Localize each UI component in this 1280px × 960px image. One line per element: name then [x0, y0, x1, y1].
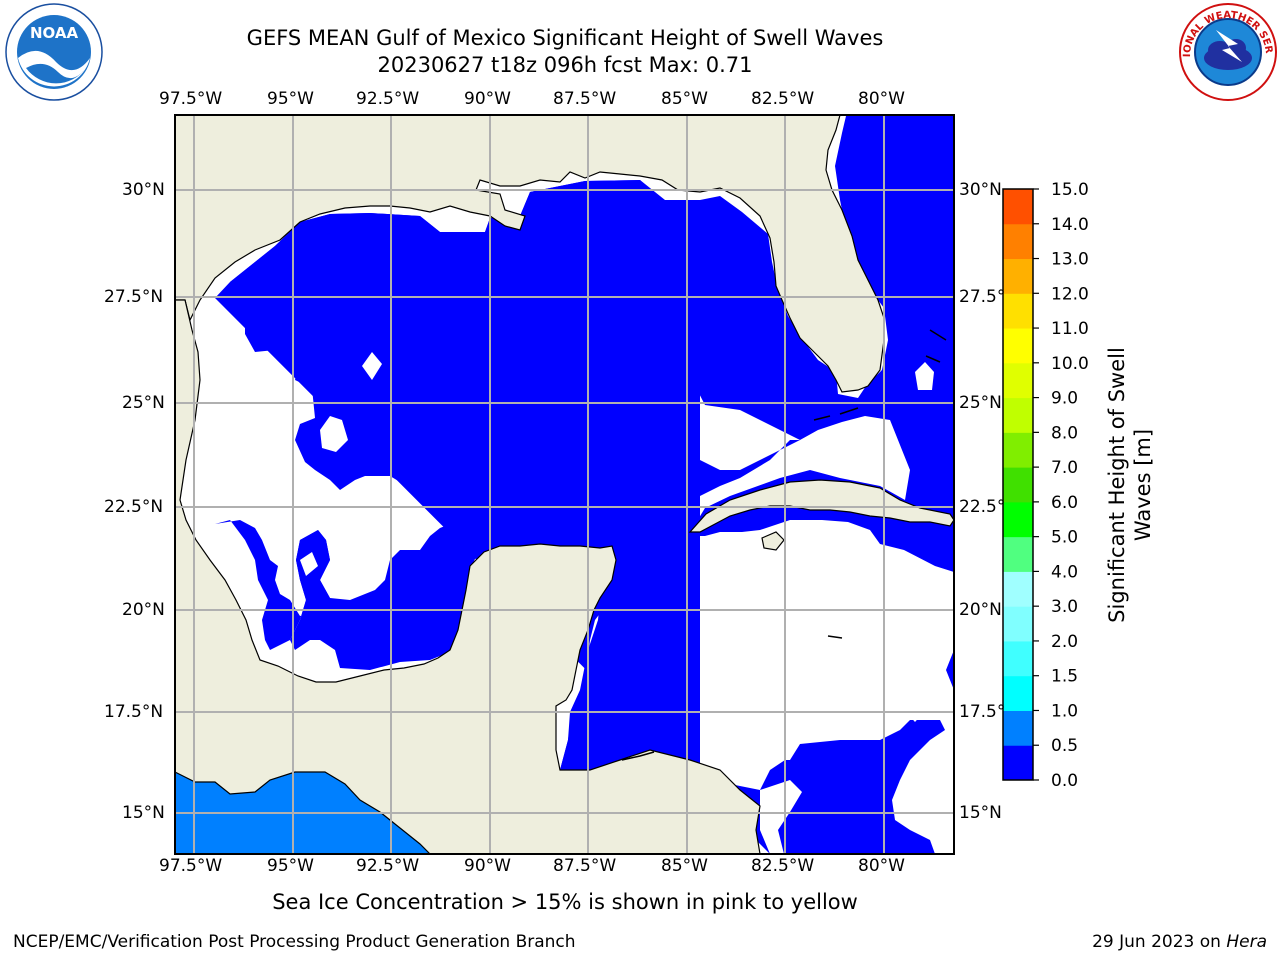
colorbar-tick-label: 11.0 — [1051, 319, 1089, 339]
colorbar-tick-label: 13.0 — [1051, 250, 1089, 270]
lon-label-top: 85°W — [661, 89, 708, 109]
missing-data-hole — [915, 362, 934, 390]
footer-date-text: 29 Jun 2023 on — [1092, 932, 1227, 952]
lat-label-right: 15°N — [959, 803, 1002, 823]
lat-gridlines — [175, 189, 954, 814]
colorbar-frame — [1002, 188, 1034, 781]
colorbar-segment — [1003, 223, 1033, 260]
colorbar-tick-label: 8.0 — [1051, 423, 1078, 443]
colorbar-segment — [1003, 640, 1033, 677]
lon-label-bottom: 97.5°W — [159, 856, 223, 876]
colorbar-tick-label: 0.5 — [1051, 736, 1078, 756]
colorbar-segment — [1003, 293, 1033, 329]
colorbar — [1003, 189, 1033, 781]
colorbar-tick-label: 5.0 — [1051, 528, 1078, 548]
lat-label-left: 17.5°N — [104, 702, 164, 722]
lat-label-left: 20°N — [122, 600, 165, 620]
colorbar-tick-label: 1.5 — [1051, 667, 1078, 687]
lon-label-top: 95°W — [267, 89, 314, 109]
colorbar-tick-label: 14.0 — [1051, 215, 1089, 235]
noaa-logo: NOAA — [5, 3, 103, 101]
lat-label-right: 17.5° — [959, 702, 1006, 722]
lat-label-right: 25°N — [959, 393, 1002, 413]
swell-field-gulf — [230, 180, 700, 770]
lon-label-bottom: 95°W — [267, 856, 314, 876]
lat-label-right: 27.5° — [959, 287, 1006, 307]
lat-label-left: 30°N — [122, 180, 165, 200]
colorbar-segment — [1003, 328, 1033, 364]
lat-label-left: 25°N — [122, 393, 165, 413]
map-title: GEFS MEAN Gulf of Mexico Significant Hei… — [246, 26, 884, 50]
footer-credit: NCEP/EMC/Verification Post Processing Pr… — [13, 932, 576, 952]
land-bahamas — [621, 329, 947, 761]
colorbar-segment — [1003, 397, 1033, 433]
colorbar-tick-label: 2.0 — [1051, 632, 1078, 652]
lon-label-top: 92.5°W — [356, 89, 420, 109]
colorbar-label: Significant Height of Swell Waves [m] — [1105, 347, 1155, 623]
colorbar-tick-label: 1.0 — [1051, 701, 1078, 721]
colorbar-segment — [1003, 710, 1033, 746]
lon-label-bottom: 87.5°W — [553, 856, 617, 876]
colorbar-ticks: 0.0 0.5 1.0 1.5 2.0 3.0 4.0 5.0 6.0 7.0 8.0 9.0 10.0… — [1033, 180, 1089, 791]
lon-label-bottom: 80°W — [858, 856, 905, 876]
map-subtitle-run: 20230627 t18z 096h fcst Max: 0.71 — [377, 53, 753, 77]
colorbar-segment — [1003, 745, 1033, 781]
colorbar-tick-label: 0.0 — [1051, 771, 1078, 791]
missing-data-hole — [845, 426, 864, 446]
colorbar-segment — [1003, 675, 1033, 711]
colorbar-segment — [1003, 432, 1033, 468]
map-frame — [174, 114, 955, 855]
lon-label-top: 90°W — [464, 89, 511, 109]
colorbar-segment — [1003, 571, 1033, 607]
lon-label-top: 87.5°W — [553, 89, 617, 109]
lon-label-top: 97.5°W — [159, 89, 223, 109]
colorbar-segment — [1003, 606, 1033, 642]
colorbar-tick-label: 4.0 — [1051, 562, 1078, 582]
land-mexico — [175, 299, 761, 854]
lat-label-right: 22.5° — [959, 497, 1006, 517]
colorbar-segment — [1003, 501, 1033, 538]
lon-label-bottom: 85°W — [661, 856, 708, 876]
colorbar-segment — [1003, 189, 1033, 225]
missing-data-hole — [300, 552, 318, 576]
colorbar-segment — [1003, 467, 1033, 503]
colorbar-tick-label: 10.0 — [1051, 354, 1089, 374]
lon-label-bottom: 82.5°W — [751, 856, 815, 876]
lat-label-left: 27.5°N — [104, 287, 164, 307]
colorbar-tick-label: 12.0 — [1051, 284, 1089, 304]
colorbar-segment — [1003, 362, 1033, 399]
lon-label-bottom: 92.5°W — [356, 856, 420, 876]
colorbar-segment — [1003, 536, 1033, 572]
lat-label-left: 15°N — [122, 803, 165, 823]
colorbar-tick-label: 15.0 — [1051, 180, 1089, 200]
colorbar-tick-label: 6.0 — [1051, 493, 1078, 513]
colorbar-segment — [1003, 258, 1033, 294]
colorbar-tick-label: 9.0 — [1051, 389, 1078, 409]
colorbar-tick-label: 7.0 — [1051, 458, 1078, 478]
lon-label-top: 80°W — [858, 89, 905, 109]
lon-label-bottom: 90°W — [464, 856, 511, 876]
land-cuba-isle — [761, 531, 785, 551]
nws-logo: NATIONAL WEATHER SERVICE — [1176, 0, 1277, 101]
colorbar-tick-label: 3.0 — [1051, 597, 1078, 617]
footer-host: Hera — [1226, 932, 1267, 952]
footer-date: 29 Jun 2023 on Hera — [1092, 932, 1267, 952]
sea-ice-note: Sea Ice Concentration > 15% is shown in … — [272, 890, 858, 914]
missing-data-hole — [320, 416, 348, 452]
lon-gridlines — [193, 115, 885, 854]
svg-text:NOAA: NOAA — [30, 24, 79, 42]
lat-label-right: 30°N — [959, 180, 1002, 200]
missing-data-hole — [362, 352, 382, 380]
lat-label-left: 22.5°N — [104, 497, 164, 517]
swell-field-west — [215, 520, 330, 650]
lat-label-right: 20°N — [959, 600, 1002, 620]
lon-label-top: 82.5°W — [751, 89, 815, 109]
